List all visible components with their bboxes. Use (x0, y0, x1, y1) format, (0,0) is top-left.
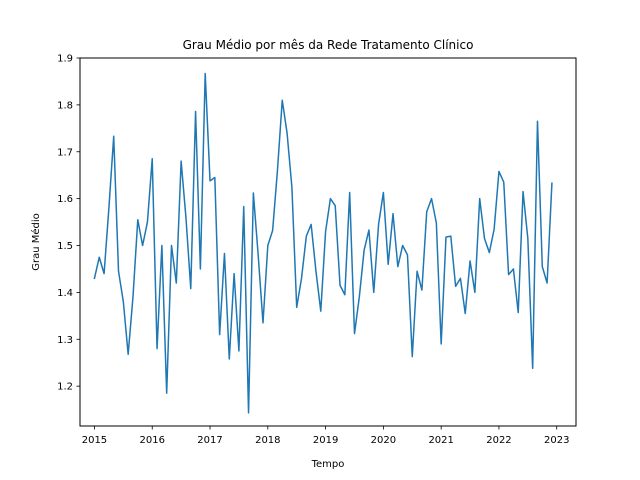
y-tick-label: 1.4 (57, 288, 73, 299)
x-axis-label: Tempo (311, 459, 345, 470)
plot-frame (79, 57, 577, 427)
x-axis: 2015 2016 2017 2018 2019 2020 2021 2022 2023 (82, 426, 569, 446)
x-tick-label: 2022 (486, 435, 511, 446)
y-tick-label: 1.6 (57, 194, 73, 205)
x-tick-label: 2015 (82, 435, 107, 446)
chart-title: Grau Médio por mês da Rede Tratamento Cl… (183, 38, 474, 52)
y-tick-label: 1.8 (57, 100, 73, 111)
x-tick-label: 2018 (255, 435, 280, 446)
y-tick-label: 1.3 (57, 335, 73, 346)
plot-area (93, 72, 553, 414)
y-axis: 1.2 1.3 1.4 1.5 1.6 1.7 1.8 1.9 (57, 54, 80, 393)
y-tick-label: 1.9 (57, 54, 73, 65)
x-tick-label: 2020 (371, 435, 396, 446)
x-tick-label: 2023 (544, 435, 569, 446)
y-tick-label: 1.2 (57, 382, 73, 393)
y-axis-label: Grau Médio (30, 213, 42, 271)
y-tick-label: 1.7 (57, 147, 73, 158)
x-tick-label: 2021 (428, 435, 453, 446)
series-line (93, 72, 553, 414)
x-tick-label: 2016 (140, 435, 165, 446)
x-tick-label: 2019 (313, 435, 338, 446)
x-tick-label: 2017 (197, 435, 222, 446)
y-tick-label: 1.5 (57, 241, 73, 252)
